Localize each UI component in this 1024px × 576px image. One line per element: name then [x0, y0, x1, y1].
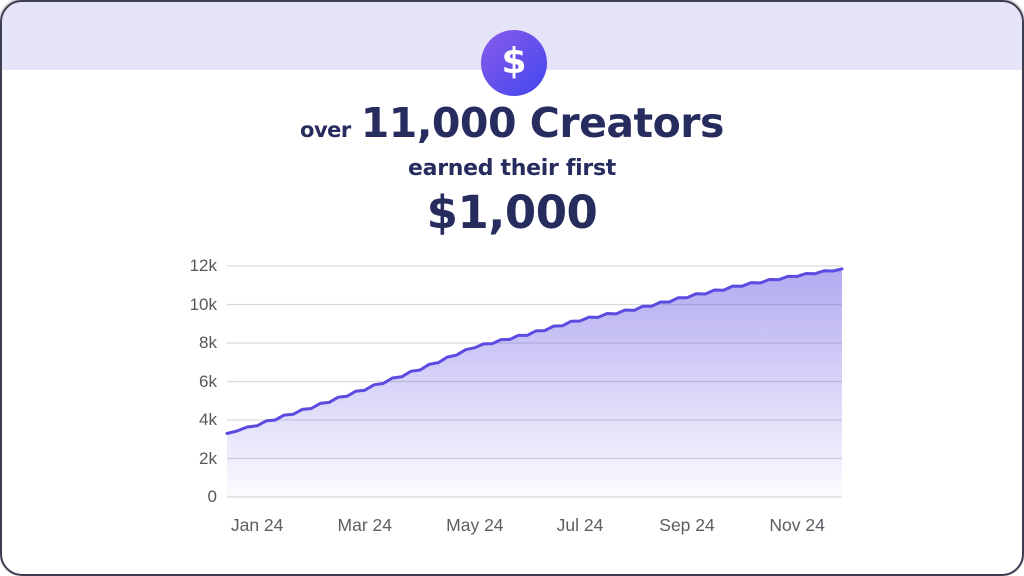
creators-area-chart: 0 2k 4k 6k 8k 10k 12k Jan 24 Mar 24 May 24 Jul 24 S… — [157, 248, 867, 558]
dollar-symbol: $ — [501, 41, 527, 82]
headline: over 11,000 Creators — [2, 99, 1022, 147]
y-axis-label: 10k — [189, 294, 217, 314]
trend-line — [225, 267, 844, 435]
y-axis-label: 12k — [189, 256, 217, 275]
x-axis-label: Nov 24 — [769, 515, 825, 535]
y-axis-label: 2k — [199, 448, 217, 468]
y-axis-label: 6k — [199, 371, 217, 391]
headline-prefix: over — [300, 118, 351, 142]
y-axis-label: 4k — [199, 410, 217, 429]
x-axis-label: Sep 24 — [659, 515, 715, 535]
x-axis-label: Mar 24 — [337, 515, 392, 535]
area-chart-svg — [225, 265, 844, 498]
headline-sub: earned their first — [408, 156, 616, 181]
x-axis-label: May 24 — [446, 515, 504, 535]
x-axis-label: Jul 24 — [556, 515, 604, 535]
y-axis-label: 0 — [207, 487, 217, 506]
dollar-coin-icon: $ — [481, 30, 547, 96]
x-axis-label: Jan 24 — [230, 515, 284, 535]
headline-main: 11,000 Creators — [360, 99, 725, 147]
y-axis-label: 8k — [199, 333, 217, 352]
headline-amount: $1,000 — [426, 186, 598, 239]
area-fill — [227, 268, 842, 497]
